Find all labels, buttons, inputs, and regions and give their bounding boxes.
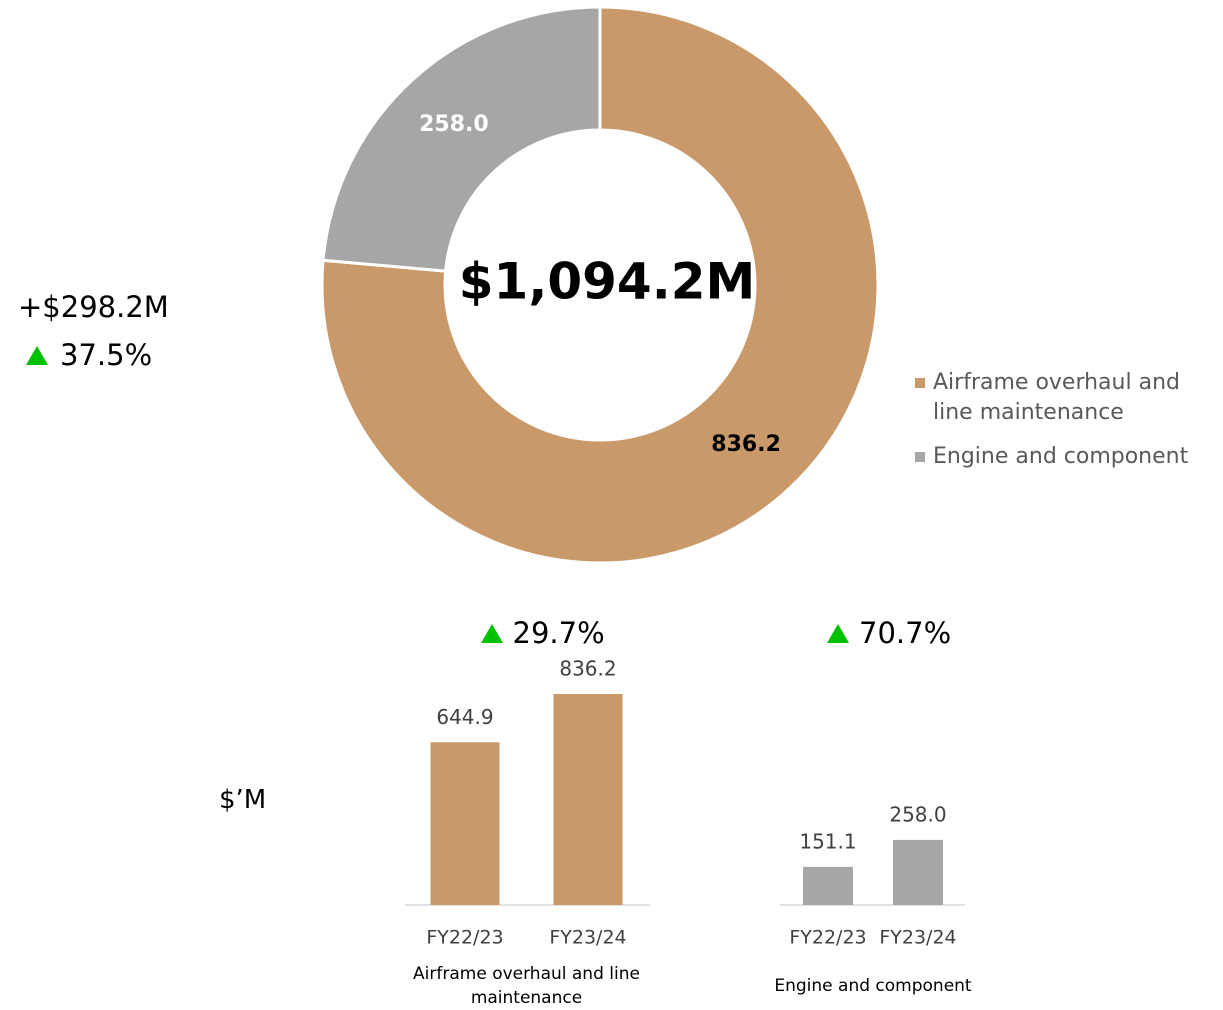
x-tick-label: FY22/23 (426, 927, 503, 949)
change-label: 29.7% (512, 616, 605, 650)
change-row: 29.7% (480, 616, 605, 650)
bar-chart-title: Engine and component (774, 976, 972, 996)
legend-swatch (915, 452, 925, 462)
bar-value-label: 151.1 (799, 829, 856, 853)
slice-label: 258.0 (419, 112, 489, 137)
center-label: $1,094.2M (459, 253, 755, 311)
bar (430, 742, 500, 905)
up-arrow (827, 623, 849, 643)
bar (893, 839, 943, 905)
change-row: 70.7% (827, 616, 951, 650)
legend-label: Airframe overhaul and line maintenance (933, 370, 1180, 425)
x-tick-label: FY23/24 (879, 927, 956, 949)
bar (803, 866, 853, 905)
bar-value-label: 644.9 (436, 705, 493, 729)
legend-swatch (915, 378, 925, 388)
up-arrow (480, 623, 503, 643)
legend-item: Airframe overhaul and line maintenance (915, 368, 1215, 428)
legend-item: Engine and component (915, 442, 1215, 472)
x-tick-label: FY22/23 (789, 927, 866, 949)
legend-label: Engine and component (933, 444, 1189, 469)
bar-value-label: 258.0 (889, 802, 946, 826)
change-amount: +$298.2M (18, 290, 169, 324)
change-label: 70.7% (859, 616, 952, 650)
change-percent: 37.5% (60, 338, 153, 372)
change-percent-row: 37.5% (26, 338, 152, 372)
bar (553, 694, 623, 905)
legend: Airframe overhaul and line maintenance En… (915, 368, 1215, 486)
slice-label: 836.2 (711, 432, 781, 457)
donut-slice (321, 5, 602, 273)
unit-label: $’M (219, 785, 267, 815)
bar-value-label: 836.2 (559, 657, 616, 681)
x-tick-label: FY23/24 (549, 927, 626, 949)
up-arrow (26, 345, 48, 365)
donut-slice (320, 5, 880, 565)
bar-chart-title: Airframe overhaul and line maintenance (413, 964, 640, 1008)
